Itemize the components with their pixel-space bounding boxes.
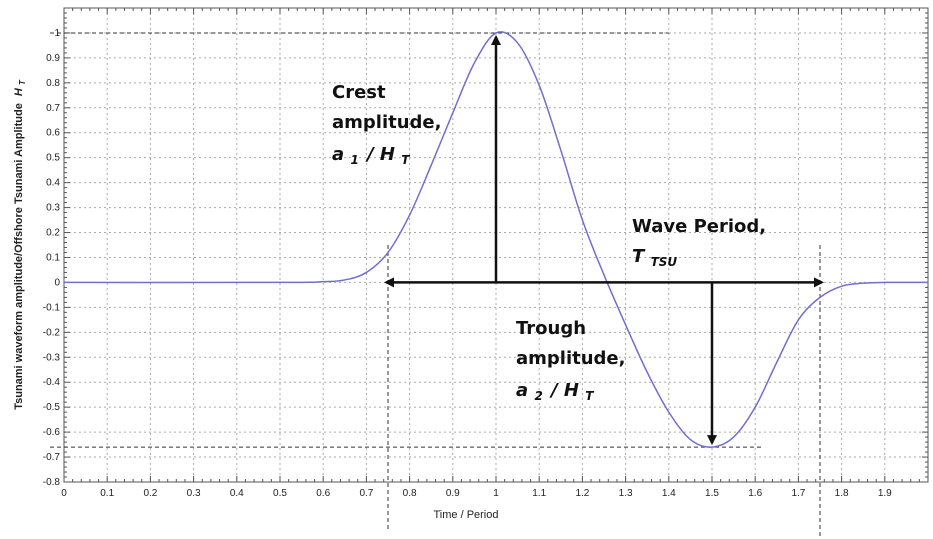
x-tick-label: 0.1	[100, 488, 114, 499]
x-tick-label: 1.6	[748, 488, 762, 499]
y-tick-label: 0.2	[46, 228, 60, 239]
y-tick-label: -0.4	[43, 377, 61, 388]
trough-symbol: a	[516, 380, 528, 401]
x-tick-label: 1.9	[878, 488, 892, 499]
plot-frame	[63, 7, 929, 483]
x-tick-labels: 0 0.1 0.2 0.3 0.4 0.5 0.6 0.7 0.8 0.9 1 1.1 1.2 1.3 1.…	[61, 488, 892, 499]
x-tick-label: 1.3	[619, 488, 633, 499]
trough-label-line2: amplitude,	[516, 348, 625, 369]
crest-label-formula: a 1 / H T	[332, 144, 410, 169]
crest-label-line1: Crest	[332, 82, 386, 103]
waveform-line	[63, 31, 929, 448]
x-tick-label: 0.3	[187, 488, 201, 499]
y-tick-label: 0.1	[46, 252, 60, 263]
x-tick-label: 1.7	[791, 488, 805, 499]
trough-annotation: Trough amplitude, a 2 / H T	[516, 318, 625, 405]
crest-annotation: Crest amplitude, a 1 / H T	[332, 82, 441, 169]
crest-divisor-sub: T	[401, 153, 410, 167]
period-label-line1: Wave Period,	[632, 216, 766, 237]
y-tick-label: -0.5	[43, 402, 61, 413]
y-tick-label: 0.8	[46, 78, 60, 89]
y-tick-labels: 1 0.9 0.8 0.7 0.6 0.5 0.4 0.3 0.2 0.1 0 -0.1 -0.2 -0.…	[43, 28, 61, 488]
trough-symbol-sub: 2	[534, 389, 542, 403]
y-tick-label: 0.9	[46, 53, 60, 64]
period-symbol: T	[632, 246, 646, 267]
x-tick-label: 1.5	[705, 488, 719, 499]
crest-label-line2: amplitude,	[332, 112, 441, 133]
y-tick-label: 0.5	[46, 153, 60, 164]
x-tick-label: 0.6	[316, 488, 330, 499]
x-tick-label: 1	[493, 488, 499, 499]
arrows	[384, 34, 824, 446]
y-tick-label: 0.7	[46, 103, 60, 114]
y-tick-label: 0.6	[46, 128, 60, 139]
x-tick-label: 1.1	[532, 488, 546, 499]
y-tick-label: 0.3	[46, 203, 60, 214]
y-axis-title: Tsunami waveform amplitude/Offshore Tsun…	[13, 79, 27, 410]
y-axis-title-symbol-sub: T	[18, 79, 27, 85]
y-tick-label: -0.3	[43, 352, 61, 363]
period-annotation: Wave Period, T TSU	[632, 216, 766, 269]
crest-symbol-sub: 1	[350, 153, 358, 167]
period-symbol-sub: TSU	[651, 255, 678, 269]
trough-divisor: / H	[549, 380, 579, 401]
y-axis-title-symbol: H	[13, 87, 25, 96]
y-tick-label: -0.2	[43, 327, 61, 338]
y-tick-label: 1	[54, 28, 60, 39]
x-tick-label: 0.5	[273, 488, 287, 499]
y-tick-label: -0.8	[43, 477, 61, 488]
y-tick-label: 0	[54, 277, 60, 288]
x-tick-label: 0	[61, 488, 67, 499]
x-tick-label: 0.9	[446, 488, 460, 499]
x-tick-label: 0.7	[359, 488, 373, 499]
y-tick-label: 0.4	[46, 178, 60, 189]
reference-lines	[50, 32, 821, 536]
y-tick-label: -0.1	[43, 302, 61, 313]
crest-symbol: a	[332, 144, 344, 165]
y-tick-label: -0.6	[43, 427, 61, 438]
y-tick-label: -0.7	[43, 452, 61, 463]
x-tick-label: 1.8	[835, 488, 849, 499]
period-label-formula: T TSU	[632, 246, 677, 269]
x-tick-label: 0.2	[143, 488, 157, 499]
y-axis-title-text: Tsunami waveform amplitude/Offshore Tsun…	[13, 103, 25, 410]
trough-label-formula: a 2 / H T	[516, 380, 594, 405]
trough-label-line1: Trough	[516, 318, 586, 339]
x-axis-title: Time / Period	[433, 509, 498, 521]
crest-divisor: / H	[365, 144, 395, 165]
x-tick-label: 0.4	[230, 488, 244, 499]
x-tick-label: 1.4	[662, 488, 676, 499]
trough-divisor-sub: T	[585, 389, 594, 403]
x-tick-label: 1.2	[575, 488, 589, 499]
x-tick-label: 0.8	[403, 488, 417, 499]
